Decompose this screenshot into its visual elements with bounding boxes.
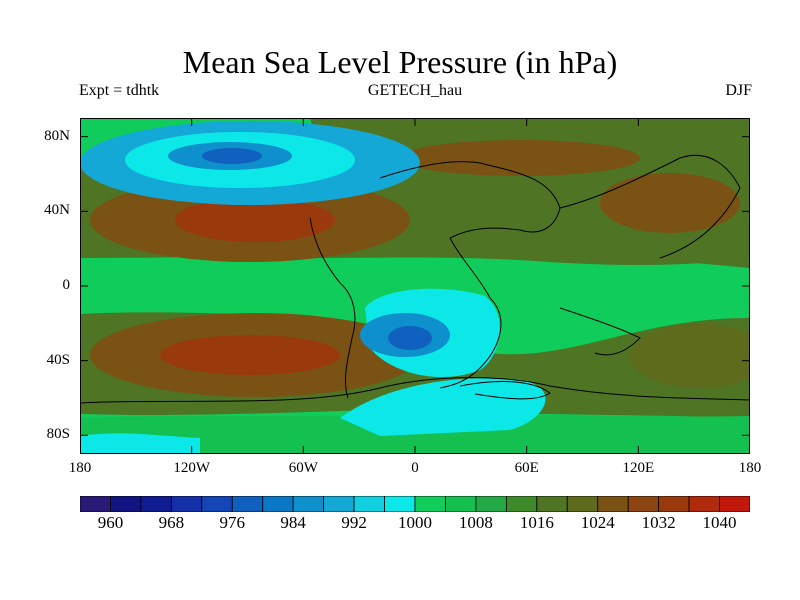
colorbar-swatch <box>110 496 142 512</box>
coast-americas <box>309 217 356 399</box>
colorbar-swatch <box>170 496 203 512</box>
colorbar-swatch <box>231 496 264 512</box>
colorbar-swatch <box>597 496 629 512</box>
colorbar-swatch <box>384 496 416 512</box>
colorbar-label: 968 <box>158 513 185 532</box>
colorbar-swatch <box>658 496 690 512</box>
coast-africa-eurasia <box>379 161 561 389</box>
x-tick-label: 60W <box>288 460 318 476</box>
colorbar-swatch <box>414 496 446 512</box>
colorbar-label: 976 <box>219 513 246 532</box>
experiment-label: Expt = tdhtk <box>79 82 160 99</box>
colorbar-swatch <box>445 496 477 512</box>
field-indian-ocean-high <box>630 324 750 388</box>
colorbar-swatch <box>719 496 750 512</box>
y-tick-label: 40N <box>44 202 70 219</box>
colorbar-swatch <box>262 496 294 512</box>
coast-east-asia <box>559 154 741 259</box>
field-south-atlantic-low-core <box>388 326 432 350</box>
colorbar-swatch <box>566 496 599 512</box>
field-south-pacific-high-core <box>160 335 340 375</box>
colorbar-swatch <box>292 496 325 512</box>
chart-title: Mean Sea Level Pressure (in hPa) <box>182 44 618 80</box>
coast-southern <box>80 377 750 404</box>
field-antarctic-cyan-west <box>80 433 200 454</box>
colorbar-swatch <box>140 496 172 512</box>
model-label: GETECH_hau <box>367 82 463 99</box>
colorbar-swatch <box>323 496 355 512</box>
coast-sub-antarctic <box>459 381 551 400</box>
colorbar-swatch <box>201 496 233 512</box>
y-tick-label: 80N <box>44 127 70 144</box>
colorbar-label: 984 <box>280 513 306 532</box>
colorbar-label: 1016 <box>519 513 554 532</box>
coast-australia-north <box>559 307 641 356</box>
colorbar-label: 1024 <box>580 513 615 532</box>
colorbar-swatch <box>353 496 385 512</box>
x-tick-label: 180 <box>68 460 92 476</box>
coastlines <box>80 154 750 404</box>
colorbar-swatch <box>475 496 507 512</box>
field-eurasian-high <box>600 173 740 233</box>
x-tick-label: 180 <box>738 460 762 476</box>
colorbar-swatch <box>688 496 720 512</box>
x-tick-label: 120W <box>173 460 210 476</box>
y-tick-label: 40S <box>46 351 70 368</box>
colorbar-label: 992 <box>341 513 367 532</box>
y-tick-label: 0 <box>62 277 71 293</box>
field-southern-ocean-trough <box>340 378 546 436</box>
x-tick-label: 120E <box>622 460 655 476</box>
colorbar-swatch <box>80 496 111 512</box>
field-aleutian-low-core <box>202 148 262 164</box>
field-arctic-high <box>400 140 640 176</box>
colorbar-label: 960 <box>97 513 124 532</box>
x-tick-label: 0 <box>411 460 419 476</box>
colorbar <box>80 496 750 512</box>
colorbar-label: 1032 <box>641 513 676 532</box>
colorbar-swatch <box>627 496 660 512</box>
colorbar-label: 1040 <box>702 513 737 532</box>
colorbar-label: 1000 <box>398 513 432 532</box>
pressure-fields <box>80 118 750 454</box>
axis-ticks <box>80 118 750 454</box>
field-north-pacific-high-core <box>175 198 335 242</box>
colorbar-label: 1008 <box>458 513 493 532</box>
colorbar-swatch <box>536 496 568 512</box>
season-label: DJF <box>725 82 752 99</box>
colorbar-swatch <box>505 496 538 512</box>
pressure-map <box>80 118 750 454</box>
y-tick-label: 80S <box>46 426 70 443</box>
x-tick-label: 60E <box>514 460 539 476</box>
